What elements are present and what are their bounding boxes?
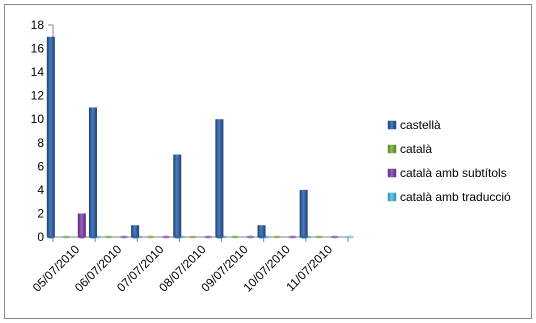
- y-tick-label: 0: [37, 230, 44, 244]
- bar-base-3-7: [330, 235, 339, 239]
- bar-base-3-2: [119, 235, 128, 239]
- bar-base-4-7: [346, 235, 355, 239]
- bar-base-3-6: [288, 235, 297, 239]
- bar-base-1-7: [299, 235, 308, 239]
- bar-base-2-3: [146, 235, 155, 239]
- bar-1-4: [173, 154, 182, 237]
- bar-chart: 02468101214161805/07/201006/07/201007/07…: [30, 18, 511, 295]
- y-tick-label: 4: [37, 183, 44, 197]
- bar-3-1: [77, 213, 86, 237]
- legend-swatch: [387, 168, 397, 178]
- legend-swatch: [387, 144, 397, 154]
- y-tick-label: 14: [31, 65, 45, 79]
- bar-1-1: [46, 36, 55, 238]
- bar-base-2-2: [104, 235, 113, 239]
- bar-1-7: [299, 189, 308, 237]
- legend-label: català: [400, 142, 432, 156]
- bar-base-1-1: [46, 235, 55, 239]
- chart-frame: 0 2 4 6 8 10 12 14 16 18 05/07/2010 06/07/2010 07/07…: [4, 4, 532, 319]
- bar-base-2-4: [188, 235, 197, 239]
- bar-base-1-3: [131, 235, 140, 239]
- legend-label: català amb subtítols: [400, 166, 507, 180]
- bar-base-2-1: [62, 235, 71, 239]
- bar-base-1-6: [257, 235, 266, 239]
- y-tick-label: 16: [31, 42, 45, 56]
- bar-1-5: [215, 119, 224, 237]
- legend-swatch: [387, 192, 397, 202]
- bar-base-1-5: [215, 235, 224, 239]
- y-tick-label: 6: [37, 159, 44, 173]
- y-tick-label: 12: [31, 89, 45, 103]
- bar-base-3-4: [204, 235, 213, 239]
- plot-area: 02468101214161805/07/201006/07/201007/07…: [30, 18, 355, 295]
- legend: castellà català català amb subtítols català…: [387, 118, 511, 204]
- bar-1-6: [257, 225, 266, 237]
- x-tick-label: 11/07/2010: [283, 242, 335, 294]
- bar-base-2-6: [273, 235, 282, 239]
- bar-base-2-5: [230, 235, 239, 239]
- bar-1-3: [131, 225, 140, 237]
- y-tick-label: 2: [37, 206, 44, 220]
- y-tick-label: 10: [31, 112, 45, 126]
- bar-base-3-3: [162, 235, 171, 239]
- legend-swatch: [387, 120, 397, 130]
- bar-base-3-5: [246, 235, 255, 239]
- y-tick-label: 18: [31, 18, 45, 32]
- bar-base-3-1: [77, 235, 86, 239]
- legend-label: castellà: [400, 118, 441, 132]
- legend-label: català amb traducció: [400, 190, 511, 204]
- y-tick-label: 8: [37, 136, 44, 150]
- bar-base-1-2: [88, 235, 97, 239]
- bar-base-1-4: [173, 235, 182, 239]
- bar-1-2: [88, 107, 97, 237]
- bar-base-2-7: [315, 235, 324, 239]
